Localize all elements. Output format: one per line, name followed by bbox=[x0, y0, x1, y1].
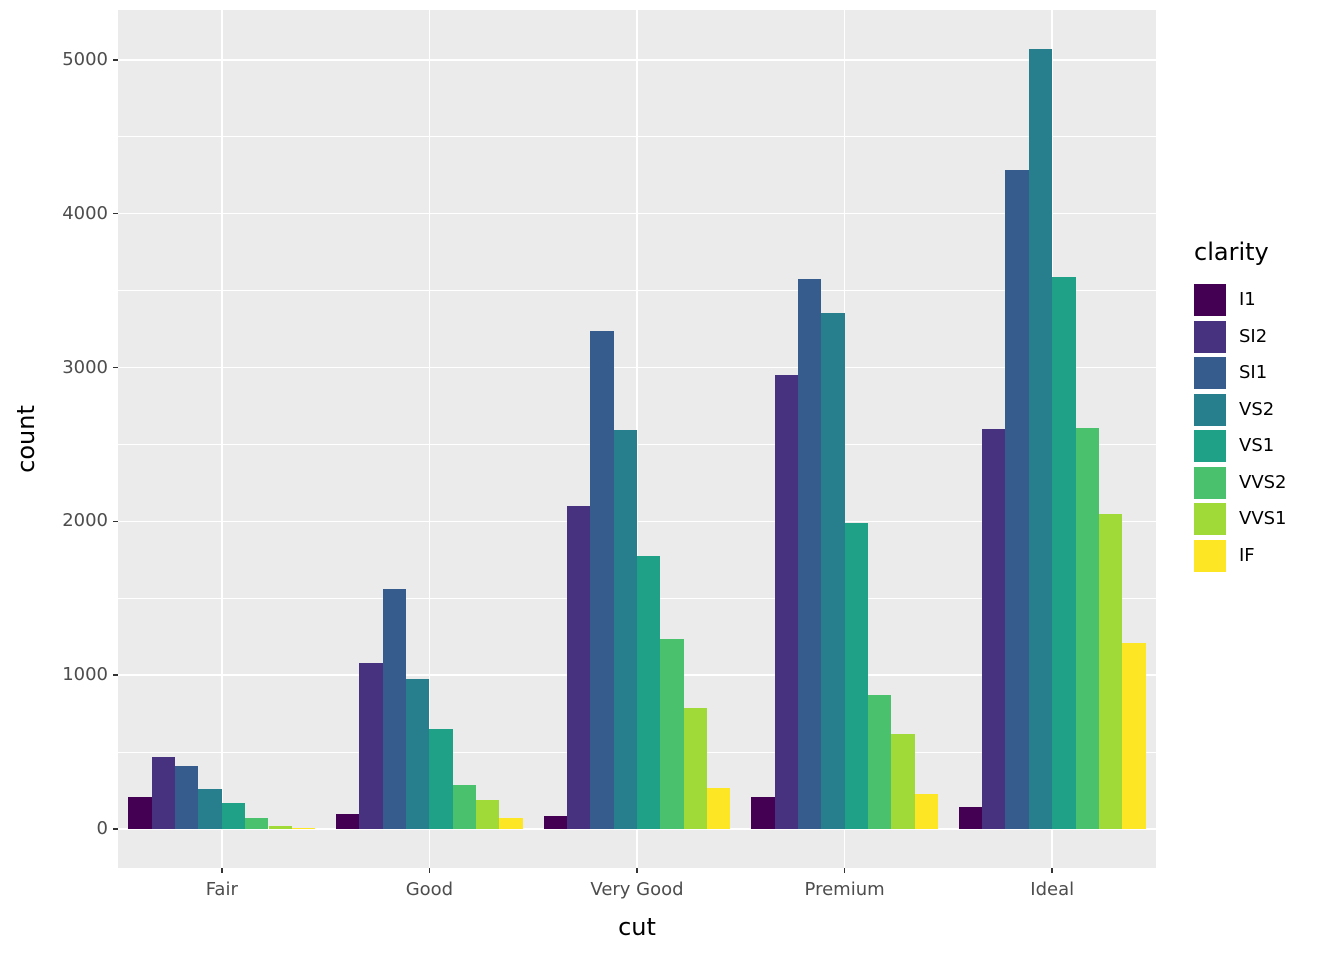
bar-premium-si2 bbox=[774, 375, 798, 829]
bar-ideal-vvs2 bbox=[1075, 428, 1099, 829]
legend-item-label: SI1 bbox=[1239, 362, 1268, 384]
bar-very-good-vs1 bbox=[637, 555, 661, 829]
legend-key-swatch bbox=[1194, 503, 1226, 536]
bar-good-i1 bbox=[335, 814, 360, 829]
legend-key-swatch bbox=[1194, 284, 1226, 317]
x-tick-label: Ideal bbox=[1030, 879, 1075, 900]
y-tick-mark bbox=[113, 366, 118, 369]
y-tick-mark bbox=[113, 520, 118, 523]
plot-panel bbox=[118, 10, 1156, 868]
bar-fair-if bbox=[291, 827, 316, 829]
legend-item-label: IF bbox=[1239, 544, 1255, 566]
gridline-major-vertical bbox=[636, 10, 638, 868]
gridline-major-vertical bbox=[428, 10, 431, 868]
bar-premium-vvs2 bbox=[867, 695, 892, 829]
x-tick-mark bbox=[636, 868, 638, 873]
bar-very-good-if bbox=[707, 787, 731, 829]
legend-item-vvs2: VVS2 bbox=[1194, 465, 1287, 502]
y-axis-title: count bbox=[12, 405, 40, 473]
bar-fair-si2 bbox=[151, 757, 176, 829]
bar-good-si2 bbox=[359, 662, 383, 829]
bar-ideal-if bbox=[1122, 642, 1146, 829]
legend-key-swatch bbox=[1194, 357, 1226, 390]
legend-item-vs1: VS1 bbox=[1194, 428, 1287, 465]
legend-item-label: VS1 bbox=[1239, 435, 1275, 457]
bar-good-if bbox=[499, 818, 523, 829]
legend-item-vvs1: VVS1 bbox=[1194, 501, 1287, 538]
bar-very-good-si2 bbox=[566, 505, 591, 829]
legend-item-label: VS2 bbox=[1239, 398, 1275, 420]
bar-fair-vs1 bbox=[221, 802, 246, 829]
bar-good-si1 bbox=[382, 589, 407, 829]
bar-good-vvs1 bbox=[476, 800, 500, 829]
legend-item-i1: I1 bbox=[1194, 282, 1287, 319]
x-tick-mark bbox=[1051, 868, 1053, 873]
bar-ideal-i1 bbox=[958, 806, 983, 829]
bar-fair-vvs1 bbox=[268, 826, 292, 829]
bar-premium-si1 bbox=[797, 279, 822, 829]
gridline-major-vertical bbox=[843, 10, 846, 868]
legend-item-si2: SI2 bbox=[1194, 319, 1287, 356]
y-tick-label: 4000 bbox=[62, 202, 108, 224]
bar-premium-vvs1 bbox=[891, 734, 915, 829]
bar-premium-i1 bbox=[751, 797, 775, 829]
bar-ideal-vvs1 bbox=[1098, 514, 1123, 829]
x-axis-title: cut bbox=[618, 913, 656, 941]
legend: clarity I1 SI2 SI1 VS2 VS1 VVS2 VVS1 IF bbox=[1194, 238, 1287, 574]
legend-item-si1: SI1 bbox=[1194, 355, 1287, 392]
legend-item-label: SI2 bbox=[1239, 325, 1268, 347]
gridline-major-vertical bbox=[221, 10, 223, 868]
x-tick-mark bbox=[221, 868, 223, 873]
y-tick-mark bbox=[113, 59, 118, 61]
x-tick-label: Very Good bbox=[590, 879, 684, 900]
legend-title: clarity bbox=[1194, 238, 1269, 266]
legend-key-swatch bbox=[1194, 539, 1226, 572]
y-tick-label: 2000 bbox=[62, 510, 108, 532]
bar-good-vs2 bbox=[406, 678, 430, 829]
legend-item-if: IF bbox=[1194, 538, 1287, 575]
x-tick-label: Premium bbox=[804, 879, 885, 900]
bar-very-good-si1 bbox=[590, 330, 614, 829]
legend-key-swatch bbox=[1194, 393, 1226, 426]
bar-fair-vvs2 bbox=[245, 818, 269, 829]
bar-ideal-si2 bbox=[982, 429, 1006, 829]
bar-very-good-i1 bbox=[543, 816, 567, 829]
bar-ideal-vs1 bbox=[1052, 276, 1076, 829]
bar-premium-vs1 bbox=[844, 523, 868, 829]
legend-item-vs2: VS2 bbox=[1194, 392, 1287, 429]
bar-fair-si1 bbox=[175, 766, 199, 829]
legend-item-label: I1 bbox=[1239, 289, 1256, 311]
x-tick-label: Fair bbox=[205, 879, 238, 900]
legend-item-label: VVS1 bbox=[1239, 508, 1287, 530]
y-tick-label: 0 bbox=[96, 818, 108, 839]
y-tick-label: 1000 bbox=[62, 664, 108, 686]
legend-key-swatch bbox=[1194, 430, 1226, 463]
bar-good-vvs2 bbox=[452, 785, 477, 829]
x-tick-label: Good bbox=[405, 879, 454, 900]
y-tick-mark bbox=[113, 828, 118, 830]
y-tick-label: 5000 bbox=[62, 48, 108, 70]
legend-key-swatch bbox=[1194, 320, 1226, 353]
legend-items: I1 SI2 SI1 VS2 VS1 VVS2 VVS1 IF bbox=[1194, 282, 1287, 574]
y-tick-mark bbox=[113, 674, 118, 676]
x-tick-mark bbox=[843, 868, 846, 873]
bar-fair-vs2 bbox=[198, 788, 222, 829]
legend-item-label: VVS2 bbox=[1239, 471, 1287, 493]
y-tick-label: 3000 bbox=[62, 356, 108, 378]
bar-very-good-vs2 bbox=[613, 430, 637, 829]
bar-very-good-vvs1 bbox=[683, 707, 708, 829]
y-tick-mark bbox=[113, 212, 118, 215]
bar-ideal-vs2 bbox=[1028, 49, 1053, 829]
bar-very-good-vvs2 bbox=[660, 639, 684, 829]
bar-premium-vs2 bbox=[821, 312, 845, 829]
bar-fair-i1 bbox=[128, 796, 152, 829]
bar-ideal-si1 bbox=[1005, 170, 1029, 829]
bar-premium-if bbox=[914, 793, 938, 829]
bar-good-vs1 bbox=[429, 729, 453, 829]
x-tick-mark bbox=[428, 868, 431, 873]
legend-key-swatch bbox=[1194, 466, 1226, 499]
